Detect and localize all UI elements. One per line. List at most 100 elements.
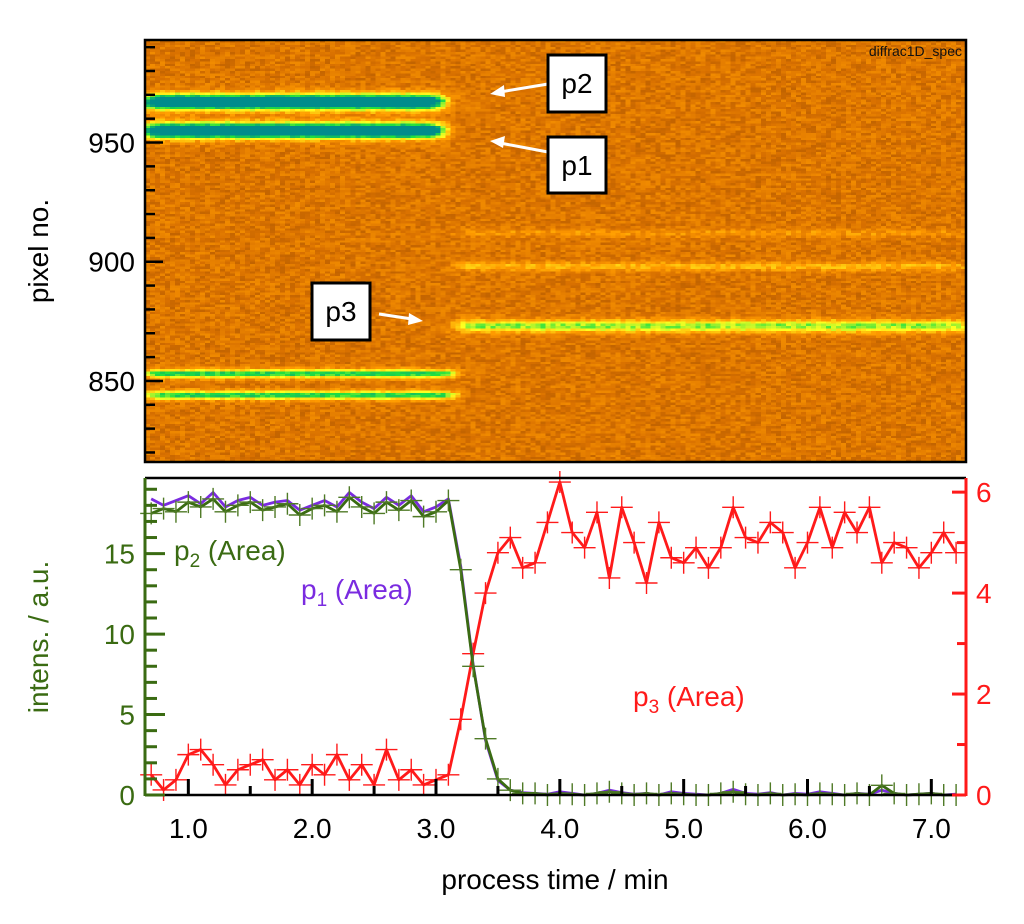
x-tick-label: 2.0 xyxy=(293,813,332,844)
data-point-marker xyxy=(313,763,336,786)
data-point-marker xyxy=(276,758,299,781)
series-line-p3 xyxy=(150,480,958,792)
x-tick-label: 7.0 xyxy=(912,813,951,844)
data-point-marker xyxy=(883,782,906,805)
data-point-marker xyxy=(585,501,608,524)
data-point-marker xyxy=(449,708,472,731)
data-point-marker xyxy=(264,768,287,791)
data-point-marker xyxy=(833,501,856,524)
arrow-icon xyxy=(490,136,505,148)
x-axis-label: process time / min xyxy=(441,864,668,895)
data-point-marker xyxy=(907,556,930,579)
data-point-marker xyxy=(189,738,212,761)
data-point-marker xyxy=(771,521,794,544)
data-point-marker xyxy=(152,778,175,801)
data-point-marker xyxy=(226,494,249,517)
data-point-marker xyxy=(177,491,200,514)
data-point-marker xyxy=(400,758,423,781)
data-point-marker xyxy=(152,497,175,520)
x-tick-label: 1.0 xyxy=(169,813,208,844)
data-point-marker xyxy=(412,773,435,796)
heatmap-watermark: diffrac1D_spec xyxy=(869,43,962,59)
data-point-marker xyxy=(363,502,386,525)
x-tick-label: 5.0 xyxy=(664,813,703,844)
data-point-marker xyxy=(202,487,225,510)
data-point-marker xyxy=(251,499,274,522)
data-point-marker xyxy=(660,782,683,805)
data-point-marker xyxy=(660,546,683,569)
arrow-icon xyxy=(408,313,423,325)
data-point-marker xyxy=(709,782,732,805)
data-point-marker xyxy=(449,558,472,581)
data-point-marker xyxy=(214,500,237,523)
data-point-marker xyxy=(301,497,324,520)
data-point-marker xyxy=(548,471,571,494)
series-label-p2: p2 (Area) xyxy=(174,535,286,572)
data-point-marker xyxy=(883,531,906,554)
series-label-p1: p1 (Area) xyxy=(301,574,413,611)
data-point-marker xyxy=(325,743,348,766)
data-point-marker xyxy=(499,779,522,802)
annotation-label: p3 xyxy=(325,296,356,327)
data-point-marker xyxy=(350,753,373,776)
data-point-marker xyxy=(177,743,200,766)
data-point-marker xyxy=(164,500,187,523)
data-point-marker xyxy=(784,556,807,579)
data-point-marker xyxy=(338,768,361,791)
data-point-marker xyxy=(164,768,187,791)
data-point-marker xyxy=(239,753,262,776)
data-point-marker xyxy=(920,541,943,564)
data-point-marker xyxy=(437,489,460,512)
data-point-marker xyxy=(598,780,621,803)
data-point-marker xyxy=(474,727,497,750)
data-point-marker xyxy=(474,582,497,605)
data-point-marker xyxy=(561,521,584,544)
x-tick-label: 6.0 xyxy=(788,813,827,844)
data-point-marker xyxy=(746,531,769,554)
left-y-tick-label: 15 xyxy=(104,539,135,570)
data-point-marker xyxy=(759,511,782,534)
data-point-marker xyxy=(895,536,918,559)
data-point-marker xyxy=(722,496,745,519)
data-point-marker xyxy=(870,774,893,797)
data-point-marker xyxy=(202,753,225,776)
right-y-tick-label: 6 xyxy=(976,477,992,508)
data-point-marker xyxy=(462,655,485,678)
data-point-marker xyxy=(759,782,782,805)
data-point-marker xyxy=(536,511,559,534)
data-point-marker xyxy=(685,536,708,559)
data-point-marker xyxy=(573,536,596,559)
left-y-tick-label: 0 xyxy=(119,780,135,811)
data-point-marker xyxy=(400,489,423,512)
heatmap-frame xyxy=(143,38,968,464)
data-point-marker xyxy=(511,556,534,579)
data-point-marker xyxy=(387,768,410,791)
data-point-marker xyxy=(486,541,509,564)
heatmap-y-label: pixel no. xyxy=(23,199,54,303)
data-point-marker xyxy=(932,521,955,544)
annotation-p1: p1 xyxy=(490,135,608,195)
heatmap-y-axis: 850 900 950 xyxy=(88,45,163,454)
data-point-marker xyxy=(610,496,633,519)
data-point-marker xyxy=(288,773,311,796)
data-point-marker xyxy=(276,492,299,515)
series-label-p3: p3 (Area) xyxy=(633,681,745,718)
data-point-marker xyxy=(387,499,410,522)
left-y-axis-label: intens. / a.u. xyxy=(23,561,54,714)
data-point-marker xyxy=(313,494,336,517)
data-point-marker xyxy=(189,495,212,518)
x-tick-label: 3.0 xyxy=(417,813,456,844)
data-point-marker xyxy=(350,495,373,518)
data-point-marker xyxy=(635,782,658,805)
data-point-marker xyxy=(598,566,621,589)
data-point-marker xyxy=(945,541,968,564)
data-point-marker xyxy=(226,758,249,781)
data-point-marker xyxy=(499,526,522,549)
data-point-marker xyxy=(635,571,658,594)
data-point-marker xyxy=(288,504,311,527)
arrow-icon xyxy=(490,85,505,97)
annotation-label: p2 xyxy=(561,68,592,99)
data-point-marker xyxy=(437,763,460,786)
